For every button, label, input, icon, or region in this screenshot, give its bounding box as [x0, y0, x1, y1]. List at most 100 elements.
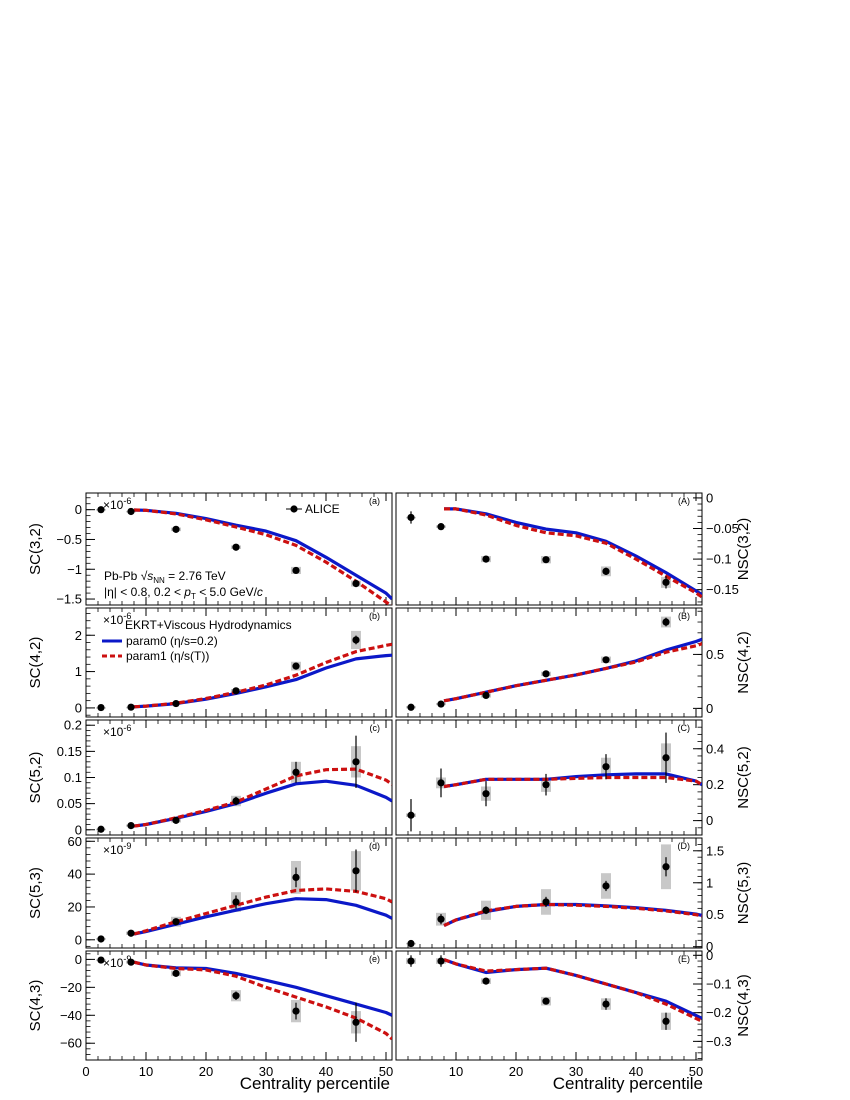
panel-c-data-point [232, 797, 240, 805]
panel-d-ytick-label: 60 [68, 834, 82, 849]
panel-C-data-point [602, 763, 610, 771]
panel-c-exponent: ×10-6 [103, 723, 131, 739]
legend-data-swatch-marker [290, 505, 298, 513]
panel-A-data-point [662, 578, 670, 586]
panel-A-data-point [542, 556, 550, 564]
panel-c-data-point [127, 821, 135, 830]
panel-e-data-point [127, 958, 135, 966]
legend-data-label: ALICE [305, 502, 340, 516]
panel-E-ytick-label: −0.2 [706, 1005, 732, 1020]
panel-D-data-point [662, 863, 670, 871]
panel-A-ytick-label: −0.1 [706, 552, 732, 567]
panel-C-plot-area [406, 732, 702, 832]
panel-B-ytick-label: 0.5 [706, 647, 724, 662]
panel-d-ytick-label: 0 [75, 932, 82, 947]
panel-b-data-point [352, 636, 360, 644]
panel-B-data-point [407, 703, 415, 711]
panel-e-xtick-label: 20 [199, 1064, 213, 1079]
panel-e-plot-area [96, 956, 392, 1042]
panel-D-ytick-label: 0.5 [706, 907, 724, 922]
panel-D-ylabel: NSC(5,3) [735, 862, 752, 925]
panel-E-ytick-label: −0.1 [706, 976, 732, 991]
panel-D-data-point [602, 882, 610, 890]
panel-B-frame [395, 607, 703, 718]
panel-d-data-point [352, 867, 360, 875]
panel-C-data-point [407, 811, 415, 819]
panel-A-data-point [482, 555, 490, 563]
panel-e-data-point [352, 1018, 360, 1026]
x-axis-title-left: Centrality percentile [240, 1074, 390, 1093]
panel-c-plot-area [96, 735, 392, 833]
panel-b-data-point [127, 703, 135, 711]
panel-b-letter: (b) [369, 611, 380, 621]
panel-d-ytick-label: 40 [68, 867, 82, 882]
panel-E-param1-curve [443, 958, 702, 1023]
panel-e-data-point [292, 1007, 300, 1015]
panel-E: 0 −0.1 −0.2 −0.3 10 20 30 40 50 NSC(4,3) (E) [395, 948, 752, 1079]
panel-C-ytick-label: 0 [706, 813, 713, 828]
panel-B-plot-area [406, 616, 702, 711]
panel-a-frame [85, 492, 393, 606]
panel-c-data-point [97, 825, 105, 833]
panel-D-ytick-label: 0 [706, 939, 713, 954]
panel-C-data-point [437, 779, 445, 787]
panel-E-data-point [482, 977, 490, 985]
model-title: EKRT+Viscous Hydrodynamics [125, 618, 292, 632]
panel-b-ylabel: SC(4,2) [27, 637, 44, 689]
panel-e-ytick-label: −20 [60, 980, 82, 995]
panel-e-letter: (e) [369, 954, 380, 964]
panel-E-ytick-label: −0.3 [706, 1034, 732, 1049]
panel-d-ytick-label: 20 [68, 899, 82, 914]
panel-b-ytick-label: 0 [75, 700, 82, 715]
panel-d-data-point [97, 935, 105, 943]
panel-c-ytick-label: 0.1 [64, 770, 82, 785]
panel-A-ytick-label: −0.15 [706, 582, 739, 597]
panel-B: 0 0.5 NSC(4,2) (B) [395, 607, 752, 718]
panel-d-letter: (d) [369, 841, 380, 851]
panel-E-plot-area [406, 955, 702, 1030]
panel-C: 0 0.2 0.4 NSC(5,2) (C) [395, 719, 752, 836]
panel-b-data-point [232, 687, 240, 695]
panel-A-ytick-label: 0 [706, 490, 713, 505]
panel-b-data-point [292, 662, 300, 670]
panel-a-ytick-label: −0.5 [56, 532, 82, 547]
panel-a-data-point [232, 543, 240, 551]
panel-e-xtick-label: 10 [139, 1064, 153, 1079]
panel-d-frame [85, 837, 393, 949]
panel-e-xtick-label: 30 [259, 1064, 273, 1079]
legend-param0-label: param0 (η/s=0.2) [126, 634, 218, 648]
panel-C-param1-curve [443, 775, 702, 789]
panel-e-ytick-label: −40 [60, 1008, 82, 1023]
panel-D-ytick-label: 1 [706, 875, 713, 890]
panel-d-exponent: ×10-9 [103, 841, 131, 857]
panel-a-data-point [292, 566, 300, 575]
panel-E-frame [395, 950, 703, 1061]
panel-B-data-point [482, 691, 490, 700]
panel-E-ytick-label: 0 [706, 948, 713, 963]
panel-e-data-point [97, 956, 105, 964]
panel-e-param1-curve [133, 960, 392, 1041]
panel-E-data-point [407, 957, 415, 965]
panel-C-ylabel: NSC(5,2) [735, 746, 752, 809]
panel-D-data-point [437, 915, 445, 923]
panel-E-xtick-label: 20 [509, 1064, 523, 1079]
panel-C-data-point [662, 754, 670, 762]
panel-D-data-point [542, 898, 550, 906]
panel-c-ytick-label: 0 [75, 822, 82, 837]
panel-d-data-point [172, 918, 180, 926]
panel-A-param1-curve [444, 507, 702, 599]
panel-a-exponent: ×10-6 [103, 496, 131, 512]
panel-a-data-point [97, 506, 105, 514]
panel-A-data-point [437, 523, 445, 531]
panel-d-data-point [232, 898, 240, 906]
panel-D-ytick-label: 1.5 [706, 843, 724, 858]
panel-C-ytick-label: 0.4 [706, 741, 724, 756]
panel-E-letter: (E) [678, 954, 690, 964]
panel-b-ytick-label: 1 [75, 664, 82, 679]
panel-e-ylabel: SC(4,3) [27, 980, 44, 1032]
system-annotation-line2: |η| < 0.8, 0.2 < pT < 5.0 GeV/c [104, 585, 263, 601]
panel-B-ylabel: NSC(4,2) [735, 631, 752, 694]
panel-a-data-point [352, 579, 360, 588]
panel-E-data-point [662, 1017, 670, 1025]
